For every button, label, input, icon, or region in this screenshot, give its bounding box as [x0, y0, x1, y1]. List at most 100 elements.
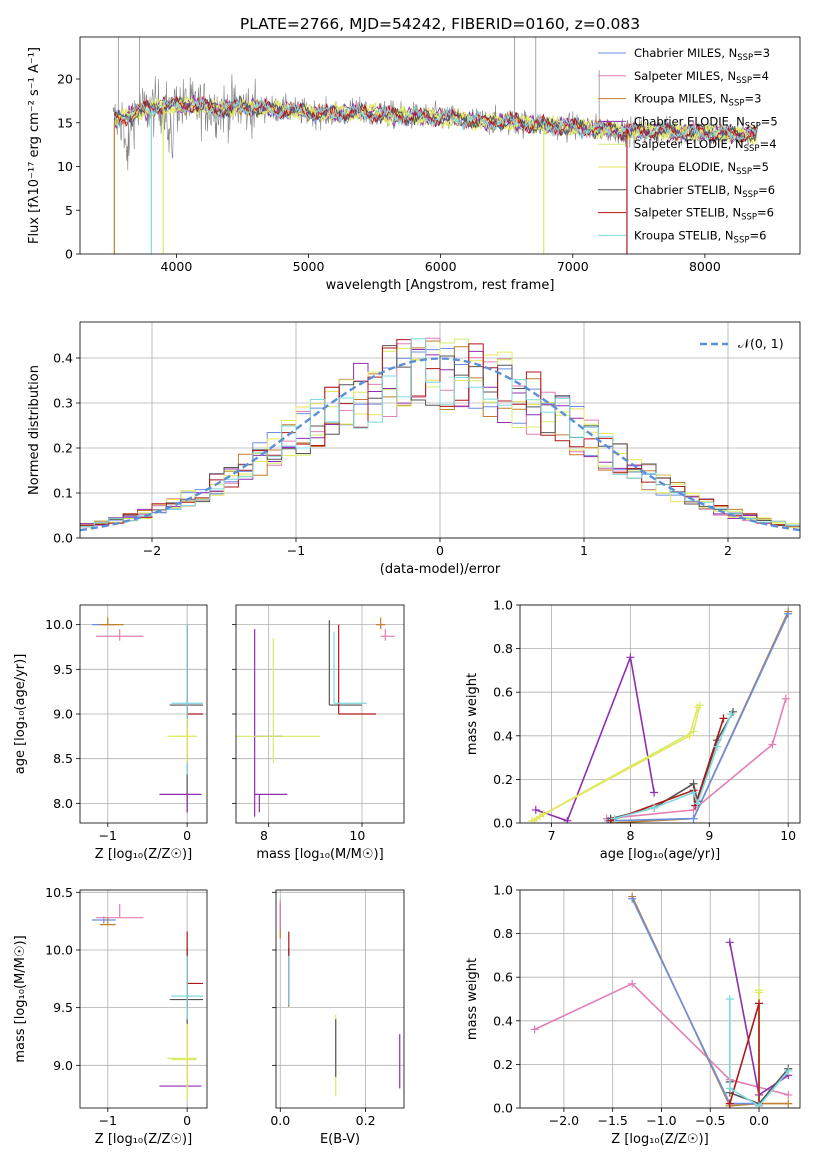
y-tick-label: 0.2 [53, 441, 73, 456]
x-tick-label: −1.0 [646, 1113, 676, 1128]
y-tick-label: 9.5 [53, 1000, 73, 1015]
plot-area [91, 903, 204, 1100]
y-axis-label: mass weight [465, 673, 480, 755]
weight-point [693, 703, 702, 712]
plot-area [527, 607, 793, 823]
weight-point [755, 999, 764, 1008]
legend-label: 𝒩(0, 1) [738, 336, 784, 351]
weight-line [606, 698, 787, 820]
y-tick-label: 1.0 [493, 598, 513, 613]
legend-label: Chabrier STELIB, NSSP=6 [634, 183, 775, 200]
weight-point [689, 805, 698, 814]
model-salpeter_stelib [114, 95, 758, 145]
weight-point [685, 731, 694, 740]
weight-point [768, 740, 777, 749]
plot-area [91, 617, 204, 813]
plot-area [112, 37, 758, 254]
model-kroupa_stelib [114, 96, 758, 143]
normal-curve [80, 357, 800, 532]
weight-point [755, 988, 764, 997]
age-weight-panel: 7 8 9 10 0.0 0.2 0.4 0.6 0.8 1.0 age [log₁₀(age/yr… [465, 598, 801, 862]
legend-label: Chabrier ELODIE, NSSP=5 [634, 114, 778, 131]
x-tick-label: 0 [183, 1113, 191, 1128]
y-tick-label: 0.0 [53, 531, 73, 546]
z-mass-panel: −1 0 9.0 9.5 10.0 10.5 Z [log₁₀(Z/Z☉)] mass [lo… [13, 885, 208, 1147]
legend-label: Salpeter MILES, NSSP=4 [634, 69, 769, 86]
y-tick-label: 0.2 [493, 1057, 513, 1072]
x-tick-label: 0.0 [270, 1113, 290, 1128]
x-axis-label: E(B-V) [320, 1132, 360, 1147]
weight-point [784, 609, 793, 618]
weight-line [533, 707, 699, 822]
weight-line [631, 898, 759, 1105]
x-axis-label: Z [log₁₀(Z/Z☉)] [95, 847, 192, 862]
y-axis-label: mass [log₁₀(M/M☉)] [13, 935, 28, 1062]
x-tick-label: 9 [705, 828, 713, 843]
weight-point [626, 653, 635, 662]
y-tick-label: 20 [57, 72, 73, 87]
legend-label: Kroupa ELODIE, NSSP=5 [634, 160, 769, 177]
x-tick-label: −1 [99, 1113, 117, 1128]
weight-point [781, 694, 790, 703]
legend-label: Kroupa MILES, NSSP=3 [634, 92, 761, 109]
weight-point [610, 814, 619, 823]
axes-frame [519, 889, 801, 1109]
y-axis-label: Normed distribution [27, 365, 42, 495]
y-tick-label: 10 [57, 159, 73, 174]
y-tick-label: 0.4 [493, 1013, 513, 1028]
plot-area [80, 337, 800, 532]
legend-label: Salpeter STELIB, NSSP=6 [634, 206, 774, 223]
x-tick-label: 7000 [557, 259, 589, 274]
y-tick-label: 9.0 [53, 1058, 73, 1073]
weight-point [713, 742, 722, 751]
weight-point [531, 805, 540, 814]
weight-point [693, 799, 702, 808]
axes-frame [79, 36, 801, 255]
weight-point [530, 1025, 539, 1034]
histogram-kroupa_stelib [80, 338, 800, 527]
x-tick-label: 7 [548, 828, 556, 843]
axes-frame [519, 604, 801, 824]
x-axis-label: Z [log₁₀(Z/Z☉)] [611, 1132, 708, 1147]
weight-point [689, 788, 698, 797]
x-tick-label: −1.5 [598, 1113, 628, 1128]
x-tick-label: 0.0 [749, 1113, 769, 1128]
axes-frame [79, 321, 801, 539]
x-tick-label: −1 [99, 828, 117, 843]
x-tick-label: 5000 [293, 259, 325, 274]
y-tick-label: 0.4 [53, 351, 73, 366]
x-axis-label: wavelength [Angstrom, rest frame] [326, 278, 555, 293]
weight-point [725, 938, 734, 947]
axes-frame [79, 889, 208, 1109]
weight-line [608, 613, 789, 822]
y-tick-label: 0.0 [493, 816, 513, 831]
x-tick-label: −2.0 [549, 1113, 579, 1128]
x-tick-label: 10 [780, 828, 796, 843]
weight-point [755, 1101, 764, 1108]
plot-area [236, 617, 395, 817]
mass-age-panel: 8 10 mass [log₁₀(M/M☉)] [232, 604, 405, 862]
weight-point [784, 1066, 793, 1075]
weight-point [725, 1099, 734, 1108]
y-tick-label: 0.0 [493, 1101, 513, 1116]
weight-point [727, 710, 736, 718]
weight-point [728, 707, 737, 716]
weight-point [628, 979, 637, 988]
x-tick-label: 8000 [689, 259, 721, 274]
spectrum-legend: Chabrier MILES, NSSP=3 Salpeter MILES, NS… [598, 46, 778, 245]
y-tick-label: 10.0 [45, 942, 73, 957]
x-tick-label: 10 [349, 828, 365, 843]
weight-line [610, 711, 734, 820]
histogram-chabrier_miles [80, 348, 800, 528]
x-tick-label: 4000 [161, 259, 193, 274]
weight-point [784, 1090, 793, 1099]
x-tick-label: 0.2 [356, 1113, 376, 1128]
y-tick-label: 9.0 [53, 707, 73, 722]
y-tick-label: 8.0 [53, 796, 73, 811]
y-tick-label: 10.0 [45, 617, 73, 632]
residual-panel: −2 −1 0 1 2 0.0 0.1 0.2 0.3 0.4 (data-model)/error… [27, 321, 801, 577]
weight-point [689, 814, 698, 823]
y-axis-label: mass weight [465, 958, 480, 1040]
weight-line [531, 705, 701, 822]
